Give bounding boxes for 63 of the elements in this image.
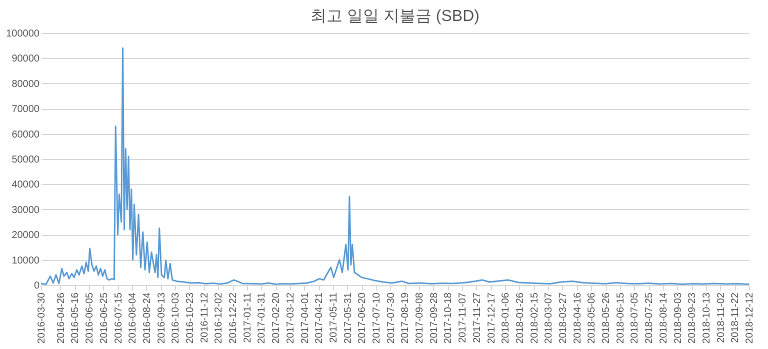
x-tick-label: 2018-09-23 [687,292,698,344]
x-tick-label: 2017-06-20 [357,292,368,344]
x-tick-label: 2018-06-15 [615,292,626,344]
x-tick-label: 2017-08-19 [400,292,412,344]
line-series [40,47,750,285]
x-tick-label: 2016-07-15 [113,292,124,344]
x-tick-label: 2016-08-24 [142,292,153,344]
x-tick-label: 2017-12-17 [486,292,498,344]
y-tick-label: 30000 [12,204,40,216]
x-tick-label: 2018-02-15 [529,292,540,344]
x-tick-label: 2016-08-04 [128,292,139,344]
chart-title: 최고 일일 지불금 (SBD) [310,8,480,25]
x-tick-label: 2016-04-26 [56,292,67,344]
x-tick-label: 2017-02-20 [271,292,282,344]
x-tick-label: 2016-12-22 [228,292,240,344]
x-tick-label: 2018-03-07 [544,292,555,344]
y-tick-label: 100000 [6,28,40,40]
x-tick-label: 2017-03-12 [285,292,296,344]
x-tick-label: 2018-12-12 [744,292,756,344]
x-tick-label: 2018-09-03 [672,292,684,344]
y-tick-label: 50000 [12,154,40,166]
x-tick-label: 2017-11-07 [458,292,469,343]
x-tick-label: 2018-05-26 [601,292,612,344]
x-tick-label: 2017-05-11 [328,292,340,343]
x-tick-label: 2017-04-21 [314,292,326,344]
x-tick-label: 2017-04-01 [300,292,311,344]
x-tick-label: 2016-12-02 [214,292,225,344]
x-tick-label: 2016-10-23 [184,292,196,344]
y-tick-label: 0 [34,280,40,292]
x-tick-label: 2016-06-25 [98,292,110,344]
x-tick-label: 2016-03-30 [36,292,48,344]
y-tick-label: 70000 [12,104,40,116]
x-tick-label: 2018-01-06 [500,292,512,344]
x-tick-label: 2016-10-03 [170,292,182,344]
y-tick-label: 60000 [12,129,40,140]
y-tick-label: 20000 [12,230,40,242]
x-tick-label: 2017-09-08 [414,292,426,344]
x-tick-label: 2017-10-18 [443,292,454,344]
x-tick-label: 2018-11-22 [730,292,742,343]
y-tick-label: 10000 [12,255,40,266]
x-tick-label: 2016-09-13 [156,292,168,344]
x-tick-label: 2016-06-05 [84,292,96,344]
x-tick-label: 2018-05-06 [586,292,598,344]
x-tick-label: 2018-07-25 [644,292,656,344]
x-tick-label: 2017-07-10 [371,292,382,344]
x-tick-label: 2018-08-14 [658,292,670,344]
x-tick-label: 2017-05-31 [342,292,354,344]
x-tick-label: 2017-07-30 [386,292,397,344]
x-tick-label: 2017-09-28 [428,292,440,344]
y-tick-label: 80000 [12,78,40,90]
x-tick-label: 2017-01-31 [256,292,268,344]
x-tick-label: 2018-01-26 [514,292,526,344]
x-tick-label: 2017-01-11 [242,292,254,343]
x-tick-label: 2018-11-02 [716,292,727,343]
x-tick-label: 2017-11-27 [472,292,483,343]
x-tick-label: 2018-10-13 [701,292,712,344]
y-tick-label: 90000 [12,54,40,65]
x-tick-label: 2018-07-05 [630,292,641,344]
x-tick-label: 2016-11-12 [199,292,210,343]
y-tick-label: 40000 [12,180,40,191]
x-tick-label: 2016-05-16 [70,292,82,344]
x-tick-label: 2018-03-27 [558,292,569,344]
x-tick-label: 2018-04-16 [572,292,584,344]
